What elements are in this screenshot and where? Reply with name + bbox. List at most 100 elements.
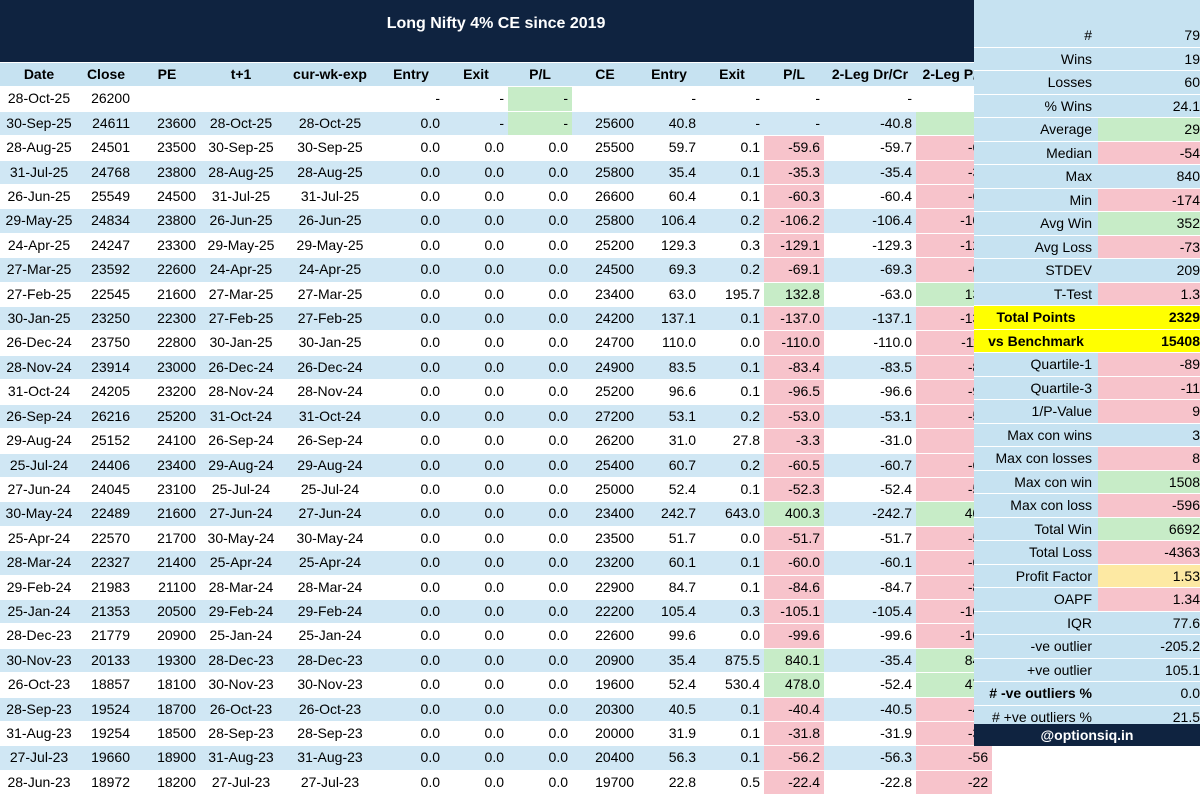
- table-cell: 643.0: [700, 501, 764, 527]
- table-cell: 28-Sep-23: [282, 721, 378, 747]
- stat-value: 3: [1098, 423, 1200, 447]
- table-cell: 23914: [78, 355, 134, 381]
- table-cell: 30-Sep-25: [0, 111, 78, 137]
- stats-row: OAPF 1.34: [974, 587, 1200, 612]
- table-cell: -110.0: [764, 330, 824, 356]
- table-cell: 0.1: [700, 550, 764, 576]
- table-cell: 0.0: [444, 355, 508, 381]
- table-cell: 400.3: [764, 501, 824, 527]
- table-cell: -35.3: [764, 160, 824, 186]
- table-cell: -99.6: [764, 623, 824, 649]
- table-cell: 0.1: [700, 575, 764, 600]
- table-cell: 22800: [134, 330, 200, 356]
- table-row: 24-Apr-25 24247 23300 29-May-25 29-May-25 0.0…: [0, 233, 993, 259]
- table-cell: 0.0: [444, 501, 508, 527]
- stats-row: Avg Loss -73: [974, 235, 1200, 259]
- table-cell: 26-Dec-24: [0, 330, 78, 356]
- table-cell: 21779: [78, 623, 134, 649]
- table-cell: 26-Jun-25: [0, 184, 78, 210]
- table-cell: 478.0: [764, 672, 824, 698]
- table-cell: 30-Sep-25: [282, 135, 378, 161]
- table-cell: 29-May-25: [282, 233, 378, 259]
- table-cell: 0.0: [508, 697, 572, 722]
- table-cell: 25-Jan-24: [0, 599, 78, 625]
- table-cell: 18100: [134, 672, 200, 698]
- stat-value: 1.34: [1098, 587, 1200, 612]
- stat-label: Max con win: [974, 470, 1098, 494]
- table-cell: 31-Jul-25: [0, 160, 78, 186]
- table-cell: 0.0: [444, 453, 508, 478]
- table-cell: 31-Jul-25: [282, 184, 378, 210]
- table-row: 31-Jul-25 24768 23800 28-Aug-25 28-Aug-25 0.0…: [0, 160, 993, 186]
- table-cell: 0.0: [508, 404, 572, 430]
- table-cell: 0.0: [444, 770, 508, 795]
- table-cell: 0.0: [508, 160, 572, 186]
- stats-row: -ve outlier -205.2: [974, 634, 1200, 659]
- column-header: P/L: [764, 62, 824, 88]
- table-cell: -59.7: [824, 135, 916, 161]
- table-cell: -40.5: [824, 697, 916, 722]
- table-cell: 28-Aug-25: [282, 160, 378, 186]
- table-cell: 27-Mar-25: [282, 282, 378, 308]
- table-cell: 29-Feb-24: [282, 599, 378, 625]
- table-cell: -137.0: [764, 306, 824, 332]
- table-cell: -35.4: [824, 160, 916, 186]
- table-cell: 840.1: [764, 648, 824, 674]
- stat-label: Max con wins: [974, 423, 1098, 447]
- stats-row: Max con loss -596: [974, 493, 1200, 518]
- table-cell: 28-Mar-24: [282, 575, 378, 600]
- table-cell: 27-Jul-23: [200, 770, 282, 795]
- table-cell: 28-Aug-25: [200, 160, 282, 186]
- stat-value: 77.6: [1098, 611, 1200, 635]
- table-cell: 25200: [572, 379, 638, 405]
- table-cell: 22570: [78, 526, 134, 552]
- table-cell: 26-Oct-23: [200, 697, 282, 722]
- table-cell: 0.1: [700, 135, 764, 161]
- table-cell: 0.0: [508, 379, 572, 405]
- table-cell: 24611: [78, 111, 134, 137]
- table-cell: 26-Sep-24: [282, 428, 378, 454]
- table-cell: 29-May-25: [200, 233, 282, 259]
- table-cell: 0.0: [444, 648, 508, 674]
- table-cell: 19660: [78, 745, 134, 771]
- stats-row: Total Points 2329: [974, 305, 1200, 330]
- table-cell: 25000: [572, 477, 638, 503]
- table-cell: 51.7: [638, 526, 700, 552]
- table-cell: -105.1: [764, 599, 824, 625]
- table-cell: 35.4: [638, 648, 700, 674]
- table-cell: -53.1: [824, 404, 916, 430]
- stats-row: Quartile-1 -89: [974, 352, 1200, 377]
- stats-row: Total Loss -4363: [974, 540, 1200, 565]
- table-cell: 0.0: [508, 770, 572, 795]
- table-cell: 0.0: [508, 257, 572, 283]
- table-cell: 0.0: [444, 599, 508, 625]
- table-cell: 0.0: [378, 721, 444, 747]
- table-cell: 26600: [572, 184, 638, 210]
- column-header: Entry: [638, 62, 700, 88]
- table-cell: 29-Aug-24: [200, 453, 282, 478]
- stats-row: Profit Factor 1.53: [974, 564, 1200, 588]
- table-cell: 0.0: [444, 550, 508, 576]
- stats-row: # +ve outliers % 21.5: [974, 705, 1200, 729]
- table-row: 28-Aug-25 24501 23500 30-Sep-25 30-Sep-25 0.0…: [0, 135, 993, 161]
- table-cell: 28-Sep-23: [200, 721, 282, 747]
- table-cell: 0.0: [444, 404, 508, 430]
- table-cell: 21983: [78, 575, 134, 600]
- table-cell: 31.0: [638, 428, 700, 454]
- table-cell: -60.3: [764, 184, 824, 210]
- table-row: 28-Nov-24 23914 23000 26-Dec-24 26-Dec-24 0.0…: [0, 355, 993, 381]
- table-cell: 28-Dec-23: [282, 648, 378, 674]
- table-cell: 22600: [572, 623, 638, 649]
- table-cell: -: [764, 111, 824, 137]
- table-cell: 0.0: [378, 745, 444, 771]
- table-cell: 22200: [572, 599, 638, 625]
- table-cell: -22.4: [764, 770, 824, 795]
- table-cell: 26-Dec-24: [282, 355, 378, 381]
- table-cell: -99.6: [824, 623, 916, 649]
- table-cell: 0.0: [444, 477, 508, 503]
- table-cell: [200, 86, 282, 112]
- table-cell: 0.0: [378, 208, 444, 234]
- stat-label: Avg Loss: [974, 235, 1098, 259]
- table-cell: 0.0: [508, 575, 572, 600]
